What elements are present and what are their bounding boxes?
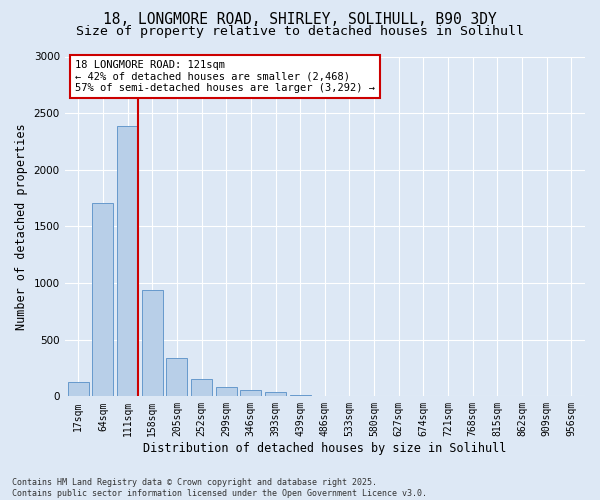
Bar (92, 202, 113, 396)
Bar (241, 390, 262, 396)
Bar (166, 358, 187, 397)
Text: 18, LONGMORE ROAD, SHIRLEY, SOLIHULL, B90 3DY: 18, LONGMORE ROAD, SHIRLEY, SOLIHULL, B9… (103, 12, 497, 28)
Y-axis label: Number of detached properties: Number of detached properties (15, 123, 28, 330)
Text: Contains HM Land Registry data © Crown copyright and database right 2025.
Contai: Contains HM Land Registry data © Crown c… (12, 478, 427, 498)
Text: Size of property relative to detached houses in Solihull: Size of property relative to detached ho… (76, 25, 524, 38)
Bar (191, 380, 212, 396)
Bar (265, 392, 286, 396)
Bar (216, 386, 236, 396)
Text: 18 LONGMORE ROAD: 121sqm
← 42% of detached houses are smaller (2,468)
57% of sem: 18 LONGMORE ROAD: 121sqm ← 42% of detach… (75, 60, 375, 93)
Bar (290, 395, 311, 396)
X-axis label: Distribution of detached houses by size in Solihull: Distribution of detached houses by size … (143, 442, 506, 455)
Bar (68, 382, 89, 396)
Bar (117, 126, 138, 396)
Bar (142, 290, 163, 397)
